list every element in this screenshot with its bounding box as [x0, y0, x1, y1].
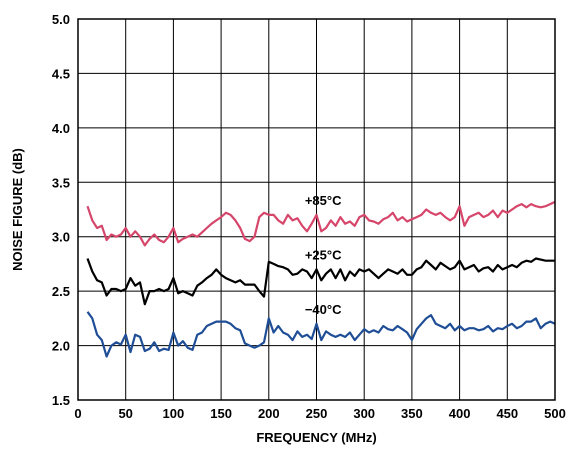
x-tick-label: 250 — [306, 406, 328, 421]
y-tick-label: 4.0 — [52, 121, 70, 136]
x-tick-label: 50 — [118, 406, 132, 421]
x-tick-label: 150 — [210, 406, 232, 421]
x-tick-label: 350 — [401, 406, 423, 421]
series-line-0 — [86, 200, 556, 247]
y-tick-label: 3.5 — [52, 175, 70, 190]
y-tick-labels: 1.5 2.0 2.5 3.0 3.5 4.0 4.5 5.0 — [52, 12, 70, 408]
series-line-1 — [86, 257, 555, 306]
series-label-0: +85°C — [305, 193, 342, 208]
y-tick-label: 4.5 — [52, 66, 70, 81]
y-tick-label: 2.0 — [52, 339, 70, 354]
series-label-2: −40°C — [305, 302, 342, 317]
grid — [77, 18, 556, 401]
x-tick-label: 500 — [544, 406, 566, 421]
series-labels: +85°C +25°C −40°C — [305, 193, 342, 317]
x-tick-label: 300 — [353, 406, 375, 421]
y-tick-label: 5.0 — [52, 12, 70, 27]
x-axis-label: FREQUENCY (MHz) — [256, 430, 376, 445]
x-tick-label: 200 — [258, 406, 280, 421]
y-tick-label: 1.5 — [52, 393, 70, 408]
x-tick-label: 400 — [449, 406, 471, 421]
x-tick-label: 100 — [163, 406, 185, 421]
series-layer — [86, 200, 556, 358]
y-axis-label: NOISE FIGURE (dB) — [10, 148, 25, 271]
plot-frame — [77, 18, 556, 401]
y-tick-label: 3.0 — [52, 230, 70, 245]
series-label-1: +25°C — [305, 247, 342, 262]
y-tick-label: 2.5 — [52, 284, 70, 299]
x-tick-labels: 0 50 100 150 200 250 300 350 400 450 500 — [74, 406, 565, 421]
series-line-2 — [86, 311, 556, 358]
x-tick-label: 450 — [496, 406, 518, 421]
x-tick-label: 0 — [74, 406, 81, 421]
